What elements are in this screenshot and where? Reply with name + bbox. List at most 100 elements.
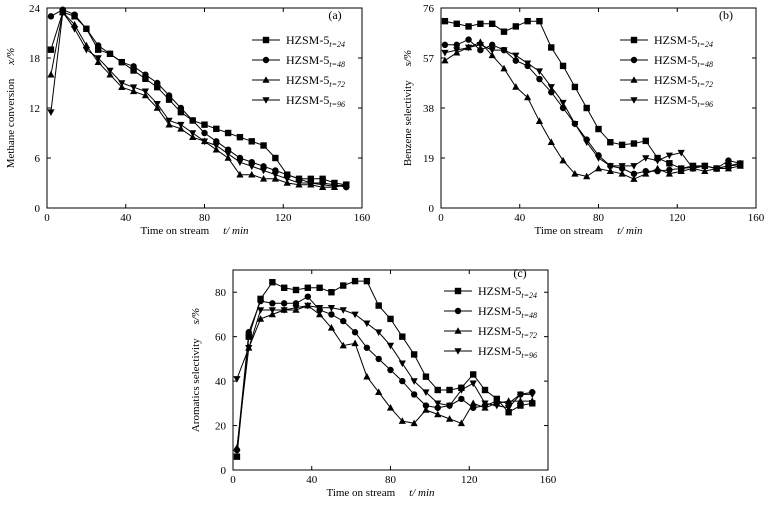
legend-label: HZSM-5t=48 — [478, 304, 537, 320]
data-point — [457, 419, 465, 427]
data-point — [233, 376, 241, 383]
legend-marker — [630, 97, 638, 104]
data-point — [583, 104, 590, 112]
data-point — [47, 109, 55, 116]
data-point — [330, 183, 339, 191]
data-point — [493, 402, 501, 410]
data-point — [351, 329, 359, 336]
data-point — [269, 279, 276, 286]
legend-marker — [262, 36, 270, 44]
data-point — [666, 166, 673, 174]
data-point — [547, 84, 555, 91]
data-point — [272, 154, 279, 162]
data-point — [481, 403, 489, 411]
data-point — [500, 47, 508, 54]
data-point — [677, 149, 685, 157]
x-tick-label: 80 — [385, 474, 397, 486]
y-tick-label: 24 — [29, 3, 41, 15]
data-point — [375, 355, 382, 363]
x-tick-label: 160 — [354, 212, 371, 224]
data-point — [256, 307, 265, 314]
data-point — [630, 140, 638, 147]
data-point — [441, 41, 449, 49]
x-tick-label: 160 — [748, 212, 765, 224]
data-point — [351, 277, 359, 285]
data-point — [465, 23, 472, 30]
data-point — [677, 167, 685, 174]
data-point — [410, 351, 418, 358]
data-point — [118, 80, 126, 87]
data-point — [154, 79, 161, 87]
data-point — [665, 152, 673, 160]
data-point — [245, 329, 252, 336]
data-point — [106, 50, 114, 58]
data-point — [547, 138, 555, 146]
data-point — [363, 277, 371, 285]
data-point — [630, 163, 638, 170]
data-point — [130, 84, 138, 91]
y-axis-label: Aromatics selectivitys/% — [190, 308, 202, 432]
data-point — [59, 9, 67, 16]
legend-label: HZSM-5t=24 — [654, 33, 713, 49]
y-tick-label: 0 — [35, 203, 41, 215]
data-point — [283, 176, 291, 183]
data-point — [245, 344, 253, 352]
data-point — [212, 142, 220, 150]
data-point — [653, 164, 662, 172]
data-point — [725, 157, 732, 164]
data-point — [328, 289, 335, 296]
data-point — [505, 409, 512, 416]
data-point — [106, 67, 114, 75]
legend-entry: HZSM-5t=96 — [444, 344, 537, 360]
data-point — [257, 297, 264, 305]
legend-marker — [262, 56, 270, 64]
data-point — [260, 142, 267, 149]
data-point — [488, 41, 496, 49]
y-tick-label: 38 — [423, 103, 435, 115]
data-point — [583, 139, 591, 147]
y-tick-label: 76 — [423, 3, 435, 15]
data-point — [594, 164, 603, 172]
data-point — [422, 406, 430, 413]
data-point — [386, 342, 395, 350]
data-point — [268, 307, 276, 314]
data-point — [559, 156, 567, 164]
data-point — [118, 58, 126, 66]
data-point — [130, 67, 137, 74]
data-point — [500, 64, 508, 72]
data-point — [189, 130, 197, 137]
data-point — [422, 402, 430, 409]
data-point — [398, 360, 406, 368]
x-tick-label: 40 — [306, 474, 318, 486]
data-point — [94, 42, 102, 49]
legend-entry: HZSM-5t=96 — [252, 93, 345, 109]
legend-label: HZSM-5t=72 — [654, 73, 713, 89]
data-point — [71, 11, 78, 18]
y-tick-label: 6 — [35, 153, 41, 165]
y-tick-label: 60 — [215, 332, 227, 344]
data-point — [512, 23, 520, 30]
data-point — [363, 344, 371, 351]
legend-label: HZSM-5t=48 — [654, 53, 713, 69]
data-point — [94, 46, 102, 53]
data-point — [441, 56, 449, 64]
x-axis-label: Time on stream t/ min — [534, 225, 643, 237]
x-axis-label: Time on stream t/ min — [140, 225, 249, 237]
data-point — [571, 120, 579, 128]
data-point — [177, 104, 185, 112]
data-point — [153, 101, 161, 108]
data-point — [594, 155, 603, 162]
data-point — [713, 165, 721, 173]
data-point — [642, 169, 650, 177]
data-point — [488, 51, 496, 59]
x-tick-label: 160 — [540, 474, 557, 486]
data-point — [339, 341, 347, 349]
data-point — [307, 175, 315, 183]
data-point — [233, 443, 241, 451]
y-axis-label: Benzene selectivitys/% — [402, 50, 414, 166]
data-point — [618, 163, 626, 170]
data-point — [399, 377, 406, 385]
data-point — [70, 26, 79, 33]
data-point — [665, 169, 673, 177]
